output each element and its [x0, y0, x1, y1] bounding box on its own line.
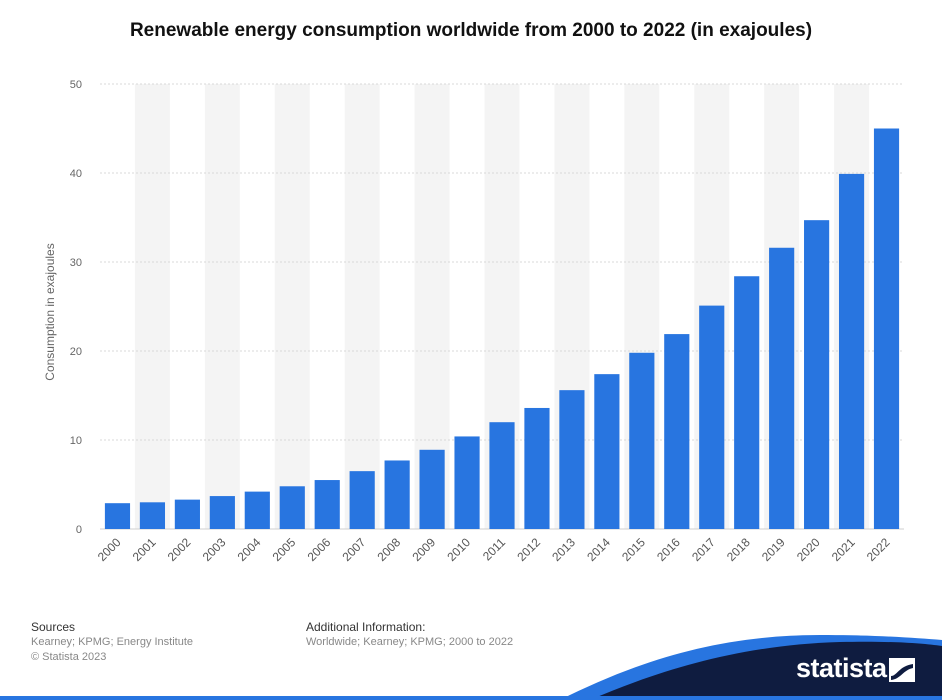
bar-2006 — [314, 480, 340, 529]
bar-2015 — [629, 352, 655, 529]
bar-2009 — [419, 449, 445, 529]
background-band — [134, 84, 170, 529]
bar-2005 — [279, 486, 305, 529]
x-tick-label: 2012 — [514, 535, 543, 564]
additional-info-block: Additional Information: Worldwide; Kearn… — [306, 620, 513, 650]
x-tick-label: 2002 — [165, 535, 194, 564]
bar-2017 — [699, 305, 725, 529]
bar-2011 — [489, 422, 515, 529]
brand-wave-band — [0, 635, 942, 700]
bar-2014 — [594, 374, 620, 529]
x-tick-label: 2018 — [724, 535, 753, 564]
y-tick-label: 0 — [76, 524, 82, 536]
x-tick-label: 2019 — [759, 535, 788, 564]
background-band — [274, 84, 310, 529]
bar-2003 — [209, 496, 235, 529]
x-tick-label: 2015 — [619, 535, 648, 564]
bar-2018 — [734, 276, 760, 529]
bar-2022 — [873, 128, 900, 529]
x-tick-label: 2005 — [270, 535, 299, 564]
statista-logo-icon — [889, 658, 915, 682]
x-tick-label: 2020 — [794, 535, 823, 564]
bar-2021 — [838, 173, 865, 529]
bar-2002 — [174, 499, 200, 529]
chart-title: Renewable energy consumption worldwide f… — [129, 20, 813, 41]
y-tick-label: 10 — [70, 435, 82, 447]
bar-2008 — [384, 460, 410, 529]
bar-2019 — [769, 247, 795, 529]
x-tick-label: 2009 — [409, 535, 438, 564]
bar-2000 — [104, 503, 131, 529]
x-tick-label: 2022 — [864, 535, 893, 564]
y-tick-label: 50 — [70, 79, 82, 91]
x-tick-label: 2007 — [340, 535, 369, 564]
x-tick-label: 2008 — [374, 535, 403, 564]
background-band — [204, 84, 240, 529]
bar-2001 — [139, 502, 166, 529]
statista-logo-text: statista — [796, 653, 887, 683]
y-tick-label: 30 — [70, 257, 82, 269]
y-tick-label: 40 — [70, 168, 82, 180]
additional-info-heading: Additional Information: — [306, 620, 426, 634]
y-axis-label: Consumption in exajoules — [43, 243, 57, 381]
x-tick-label: 2006 — [305, 535, 334, 564]
bar-2004 — [244, 491, 270, 529]
sources-text: Kearney; KPMG; Energy Institute — [31, 636, 194, 648]
additional-info-text: Worldwide; Kearney; KPMG; 2000 to 2022 — [306, 636, 514, 648]
x-tick-label: 2003 — [200, 535, 229, 564]
y-tick-label: 20 — [70, 346, 82, 358]
x-tick-label: 2001 — [130, 535, 159, 564]
x-tick-label: 2000 — [95, 535, 124, 564]
x-tick-label: 2004 — [235, 535, 264, 564]
sources-heading: Sources — [31, 620, 76, 634]
copyright-text: © Statista 2023 — [31, 651, 107, 663]
x-tick-label: 2014 — [584, 535, 613, 564]
bar-2012 — [524, 407, 550, 529]
x-tick-label: 2021 — [829, 535, 858, 564]
bar-2013 — [559, 390, 585, 529]
bar-2016 — [664, 334, 690, 529]
bar-2007 — [349, 471, 375, 529]
x-tick-label: 2010 — [444, 535, 473, 564]
background-band — [344, 84, 380, 529]
x-tick-label: 2011 — [480, 535, 508, 563]
x-tick-label: 2013 — [549, 535, 578, 564]
bar-2020 — [804, 220, 830, 530]
bar-2010 — [454, 436, 480, 529]
sources-block: Sources Kearney; KPMG; Energy Institute … — [31, 620, 193, 665]
x-tick-label: 2017 — [689, 535, 718, 564]
x-tick-label: 2016 — [654, 535, 683, 564]
